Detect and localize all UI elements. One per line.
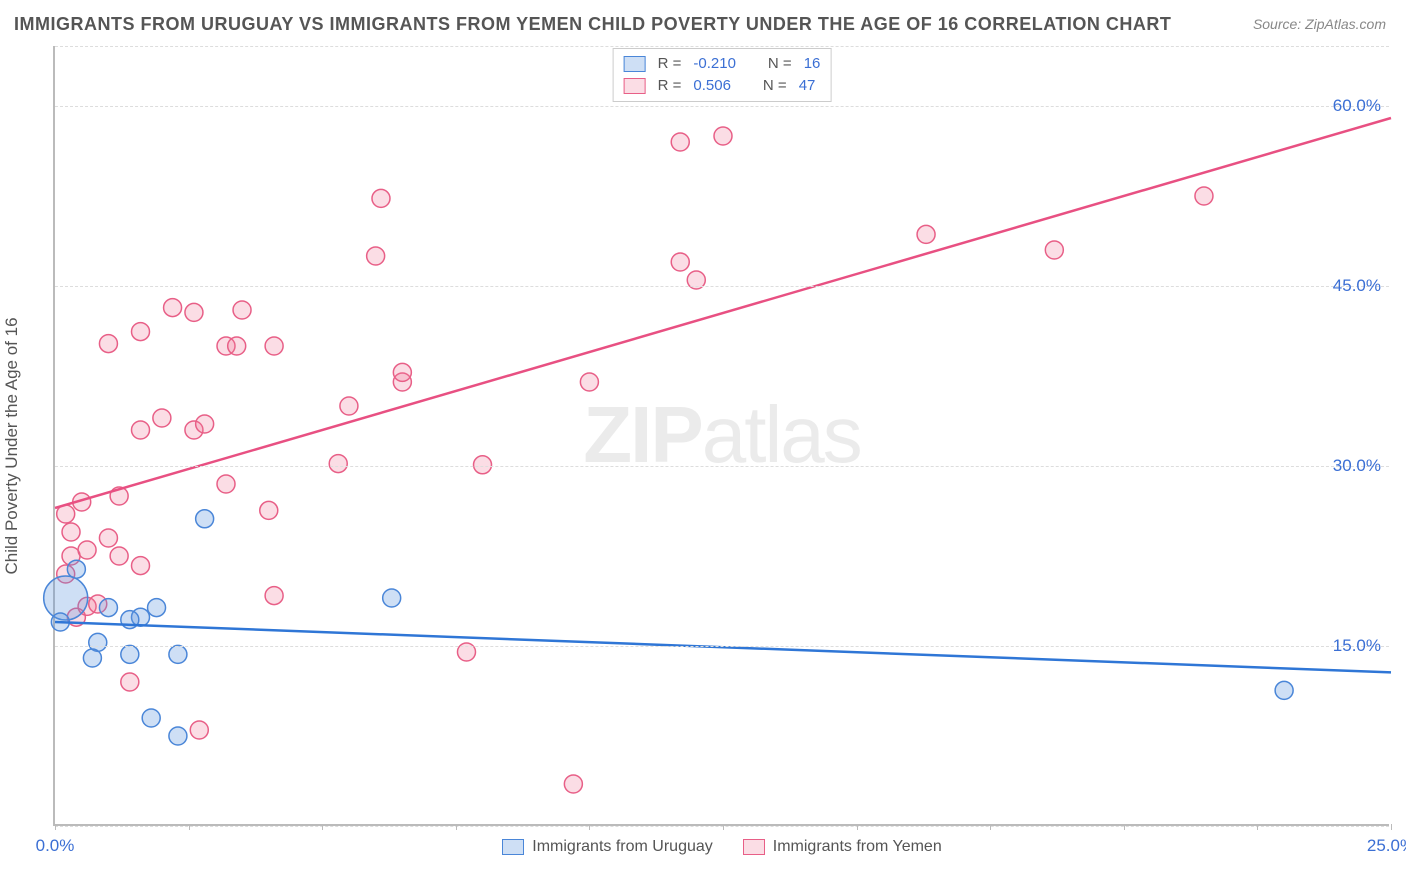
xtick-mark [1257,824,1258,830]
data-point [153,409,171,427]
ytick-label: 60.0% [1333,96,1381,116]
trend-line [55,622,1391,672]
data-point [132,557,150,575]
plot-area: ZIPatlas R = -0.210 N = 16 R = 0.506 N =… [53,46,1389,826]
data-point [265,337,283,355]
swatch-uruguay-b [502,839,524,855]
data-point [671,133,689,151]
data-point [671,253,689,271]
data-point [99,599,117,617]
chart-svg [55,46,1389,824]
source-label: Source: ZipAtlas.com [1253,16,1386,32]
xtick-mark [1391,824,1392,830]
data-point [132,421,150,439]
ytick-label: 15.0% [1333,636,1381,656]
data-point [99,335,117,353]
xtick-mark [723,824,724,830]
data-point [367,247,385,265]
data-point [383,589,401,607]
data-point [372,189,390,207]
gridline-h [55,286,1389,287]
data-point [148,599,166,617]
data-point [233,301,251,319]
legend-item-uruguay: Immigrants from Uruguay [502,838,713,856]
data-point [190,721,208,739]
xtick-mark [1124,824,1125,830]
data-point [580,373,598,391]
legend-item-yemen: Immigrants from Yemen [743,838,942,856]
data-point [78,541,96,559]
gridline-h [55,106,1389,107]
data-point [265,587,283,605]
legend-label-uruguay: Immigrants from Uruguay [532,838,713,856]
gridline-h [55,46,1389,47]
data-point [142,709,160,727]
data-point [164,299,182,317]
data-point [121,673,139,691]
data-point [185,303,203,321]
data-point [196,415,214,433]
data-point [121,645,139,663]
data-point [169,645,187,663]
data-point [393,363,411,381]
data-point [1045,241,1063,259]
gridline-h [55,646,1389,647]
gridline-h [55,466,1389,467]
trend-line [55,118,1391,508]
y-axis-label: Child Poverty Under the Age of 16 [2,317,22,574]
xtick-mark [589,824,590,830]
data-point [67,560,85,578]
data-point [1275,681,1293,699]
data-point [83,649,101,667]
data-point [564,775,582,793]
data-point [99,529,117,547]
ytick-label: 45.0% [1333,276,1381,296]
swatch-yemen-b [743,839,765,855]
xtick-label: 25.0% [1367,836,1406,856]
data-point [340,397,358,415]
data-point [132,323,150,341]
ytick-label: 30.0% [1333,456,1381,476]
data-point [714,127,732,145]
data-point [1195,187,1213,205]
xtick-mark [990,824,991,830]
data-point [228,337,246,355]
xtick-mark [55,824,56,830]
chart-title: IMMIGRANTS FROM URUGUAY VS IMMIGRANTS FR… [14,14,1171,35]
legend-label-yemen: Immigrants from Yemen [773,838,942,856]
xtick-mark [189,824,190,830]
xtick-mark [456,824,457,830]
legend-series: Immigrants from Uruguay Immigrants from … [55,838,1389,856]
xtick-label: 0.0% [36,836,75,856]
data-point [217,475,235,493]
xtick-mark [857,824,858,830]
data-point [44,576,88,620]
gridline-h [55,826,1389,827]
data-point [260,501,278,519]
data-point [62,523,80,541]
data-point [917,225,935,243]
data-point [110,547,128,565]
data-point [196,510,214,528]
data-point [329,455,347,473]
data-point [474,456,492,474]
xtick-mark [322,824,323,830]
data-point [169,727,187,745]
